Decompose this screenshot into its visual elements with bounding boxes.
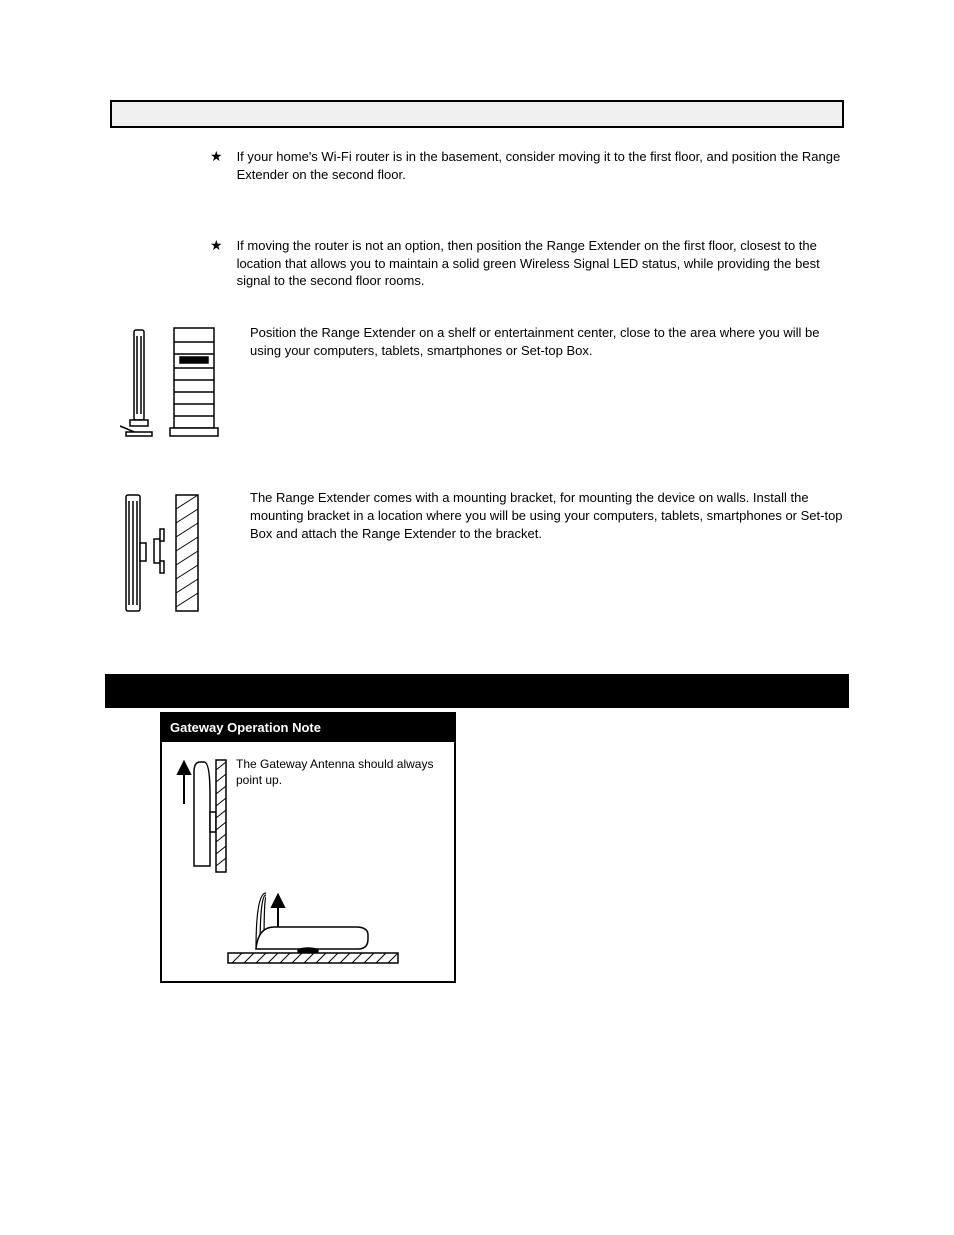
wall-mount-text: The Range Extender comes with a mounting…	[250, 489, 844, 544]
desktop-placement-text: Position the Range Extender on a shelf o…	[250, 324, 844, 360]
desktop-placement-row: Position the Range Extender on a shelf o…	[120, 324, 844, 449]
bullet-item-no-move: ★ If moving the router is not an option,…	[210, 237, 844, 290]
section-divider-bar	[105, 674, 849, 708]
bullet-text: If your home's Wi-Fi router is in the ba…	[237, 148, 844, 183]
star-icon: ★	[210, 237, 223, 254]
gateway-note-header: Gateway Operation Note	[162, 714, 454, 742]
gateway-wall-icon	[170, 754, 228, 879]
gateway-desk-icon	[208, 887, 408, 972]
wall-mount-icon	[120, 489, 220, 624]
gateway-operation-note: Gateway Operation Note	[160, 712, 456, 983]
desktop-placement-icon	[120, 324, 220, 449]
wall-mount-row: The Range Extender comes with a mounting…	[120, 489, 844, 624]
bullet-item-basement: ★ If your home's Wi-Fi router is in the …	[210, 148, 844, 183]
star-icon: ★	[210, 148, 223, 165]
gateway-note-text: The Gateway Antenna should always point …	[236, 754, 446, 879]
bullet-text: If moving the router is not an option, t…	[237, 237, 844, 290]
header-bar	[110, 100, 844, 128]
